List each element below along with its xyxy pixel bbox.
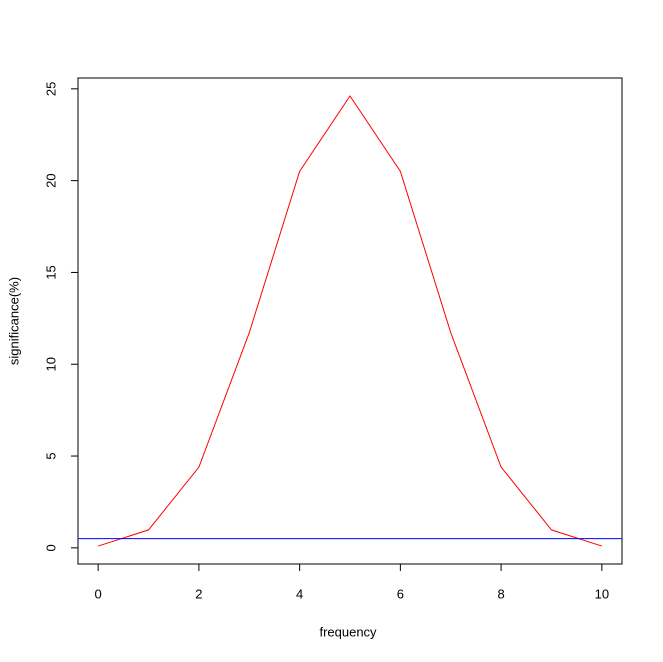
x-tick-label: 8	[497, 586, 504, 601]
y-tick-label: 10	[43, 357, 58, 371]
x-tick-label: 6	[397, 586, 404, 601]
x-tick-label: 4	[296, 586, 303, 601]
y-tick-label: 5	[43, 452, 58, 459]
plot-frame	[77, 77, 623, 565]
x-tick-label: 2	[195, 586, 202, 601]
y-tick-label: 0	[43, 544, 58, 551]
y-tick-label: 15	[43, 265, 58, 279]
data-line	[97, 95, 603, 547]
y-tick-label: 25	[43, 82, 58, 96]
x-tick-label: 10	[595, 586, 609, 601]
x-tick-label: 0	[95, 586, 102, 601]
x-axis-label: frequency	[319, 624, 377, 639]
y-axis-label: significance(%)	[6, 277, 21, 365]
y-tick-label: 20	[43, 173, 58, 187]
